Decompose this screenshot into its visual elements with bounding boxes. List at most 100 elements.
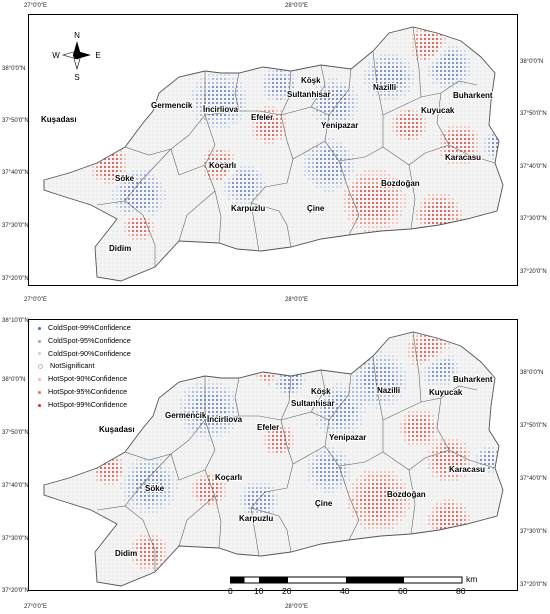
scale-label: 20 — [282, 586, 292, 596]
legend-swatch — [38, 339, 41, 343]
lon-tick: 28°0'0"E — [285, 604, 309, 610]
legend-swatch — [38, 326, 41, 330]
lat-tick: 37°50'0"N — [2, 118, 29, 124]
legend-item: HotSpot-95%Confidence — [33, 386, 131, 399]
district-label: Söke — [145, 484, 165, 493]
legend-swatch — [38, 378, 41, 382]
district-label: Sultanhisar — [291, 399, 335, 408]
lat-tick: 37°50'0"N — [520, 423, 547, 429]
legend-label: ColdSpot-90%Confidence — [48, 348, 131, 358]
legend-item: ColdSpot-99%Confidence — [33, 322, 131, 335]
legend-item: ColdSpot-95%Confidence — [33, 335, 131, 348]
lat-tick: 37°40'0"N — [2, 170, 29, 176]
lat-tick: 37°50'0"N — [2, 430, 29, 436]
district-boundaries — [96, 331, 496, 572]
compass-south: S — [74, 73, 79, 82]
district-label: Efeler — [251, 113, 273, 122]
lat-tick: 38°10'0"N — [2, 318, 29, 324]
lat-tick: 37°20'0"N — [2, 276, 29, 282]
legend-label: NotSignificant — [50, 361, 95, 371]
district-label: Germencik — [151, 101, 193, 110]
lat-tick: 37°50'0"N — [520, 111, 547, 117]
scale-label: 60 — [398, 586, 408, 596]
legend-label: ColdSpot-99%Confidence — [48, 323, 131, 332]
district-label: Kuşadası — [41, 115, 77, 124]
legend-swatch — [38, 403, 41, 407]
district-label: Kuyucak — [429, 388, 463, 397]
scale-label: 40 — [340, 586, 350, 596]
district-label: Sultanhisar — [287, 90, 331, 99]
compass-west: W — [52, 51, 60, 60]
district-label: Nazilli — [377, 386, 400, 395]
district-label: Karpuzlu — [231, 204, 265, 213]
district-label: Bozdoğan — [387, 490, 426, 499]
district-label: Çine — [315, 499, 333, 508]
district-label: Çine — [307, 204, 325, 213]
district-label: Efeler — [257, 423, 279, 432]
scale-label: 10 — [254, 586, 264, 596]
lat-tick: 38°0'0"N — [2, 377, 26, 383]
district-label: Yenipazar — [329, 433, 366, 442]
district-label: Nazilli — [373, 83, 396, 92]
district-labels: Buharkent Köşk Nazilli Kuyucak Sultanhis… — [98, 374, 494, 559]
lat-tick: 37°20'0"N — [520, 269, 547, 275]
legend-item: HotSpot-99%Confidence — [33, 399, 131, 412]
map-canvas-bottom: Buharkent Köşk Nazilli Kuyucak Sultanhis… — [43, 331, 504, 587]
lat-tick: 37°30'0"N — [520, 216, 547, 222]
lat-tick: 37°40'0"N — [2, 483, 29, 489]
district-label: Koçarlı — [209, 161, 236, 170]
lon-tick: 28°0'0"E — [285, 3, 309, 9]
district-label: Germencik — [165, 411, 207, 420]
scale-unit: km — [466, 574, 478, 584]
scale-label: 0 — [228, 586, 233, 596]
legend-swatch — [38, 364, 43, 370]
legend-label: HotSpot-95%Confidence — [48, 386, 128, 396]
district-label: Didim — [109, 244, 131, 253]
district-boundaries — [96, 26, 496, 267]
legend-label: ColdSpot-95%Confidence — [48, 335, 131, 345]
district-label: Yenipazar — [321, 121, 358, 130]
hotspot-map-top: N S W E Buharkent Köşk Nazilli Kuyucak S… — [28, 14, 518, 286]
district-label: Bozdoğan — [381, 179, 420, 188]
scale-bar — [230, 576, 463, 584]
lat-tick: 37°30'0"N — [2, 223, 29, 229]
district-label: Karacasu — [445, 153, 481, 162]
lat-tick: 37°30'0"N — [2, 536, 29, 542]
district-label: Karpuzlu — [239, 514, 273, 523]
district-label: Karacasu — [449, 465, 485, 474]
district-label: Koçarlı — [215, 473, 242, 482]
legend-swatch — [38, 390, 41, 394]
lat-tick: 38°0'0"N — [2, 66, 26, 72]
north-arrow: N S W E — [52, 31, 100, 82]
lat-tick: 38°0'0"N — [520, 370, 544, 376]
district-labels: Buharkent Köşk Nazilli Kuyucak Sultanhis… — [40, 75, 494, 254]
lat-tick: 37°20'0"N — [2, 588, 29, 594]
legend-label: HotSpot-99%Confidence — [48, 399, 128, 409]
legend-item: ColdSpot-90%Confidence — [33, 348, 131, 361]
district-label: İncirliova — [203, 105, 239, 114]
district-label: Köşk — [311, 387, 331, 396]
compass-east: E — [95, 51, 100, 60]
lat-tick: 37°20'0"N — [520, 582, 547, 588]
lat-tick: 37°40'0"N — [520, 164, 547, 170]
district-label: Köşk — [301, 76, 321, 85]
district-label: Söke — [115, 174, 135, 183]
lon-tick: 27°0'0"E — [24, 297, 48, 303]
scale-label: 80 — [456, 586, 466, 596]
compass-north: N — [74, 31, 80, 40]
lon-tick: 28°0'0"E — [285, 297, 309, 303]
lon-tick: 27°0'0"E — [24, 604, 48, 610]
district-label: Kuyucak — [421, 106, 455, 115]
district-label: Didim — [115, 549, 137, 558]
lon-tick: 27°0'0"E — [24, 3, 48, 9]
map-legend: ColdSpot-99%Confidence ColdSpot-95%Confi… — [33, 322, 131, 412]
legend-label: HotSpot-90%Confidence — [48, 374, 128, 384]
legend-item: HotSpot-90%Confidence — [33, 373, 131, 386]
district-label: Buharkent — [453, 375, 493, 384]
legend-swatch — [38, 352, 41, 356]
lat-tick: 38°0'0"N — [520, 59, 544, 65]
hotspot-map-bottom: Buharkent Köşk Nazilli Kuyucak Sultanhis… — [28, 319, 518, 591]
district-label: Buharkent — [453, 91, 493, 100]
map-canvas-top: N S W E Buharkent Köşk Nazilli Kuyucak S… — [40, 26, 504, 282]
district-label: Kuşadası — [99, 425, 135, 434]
